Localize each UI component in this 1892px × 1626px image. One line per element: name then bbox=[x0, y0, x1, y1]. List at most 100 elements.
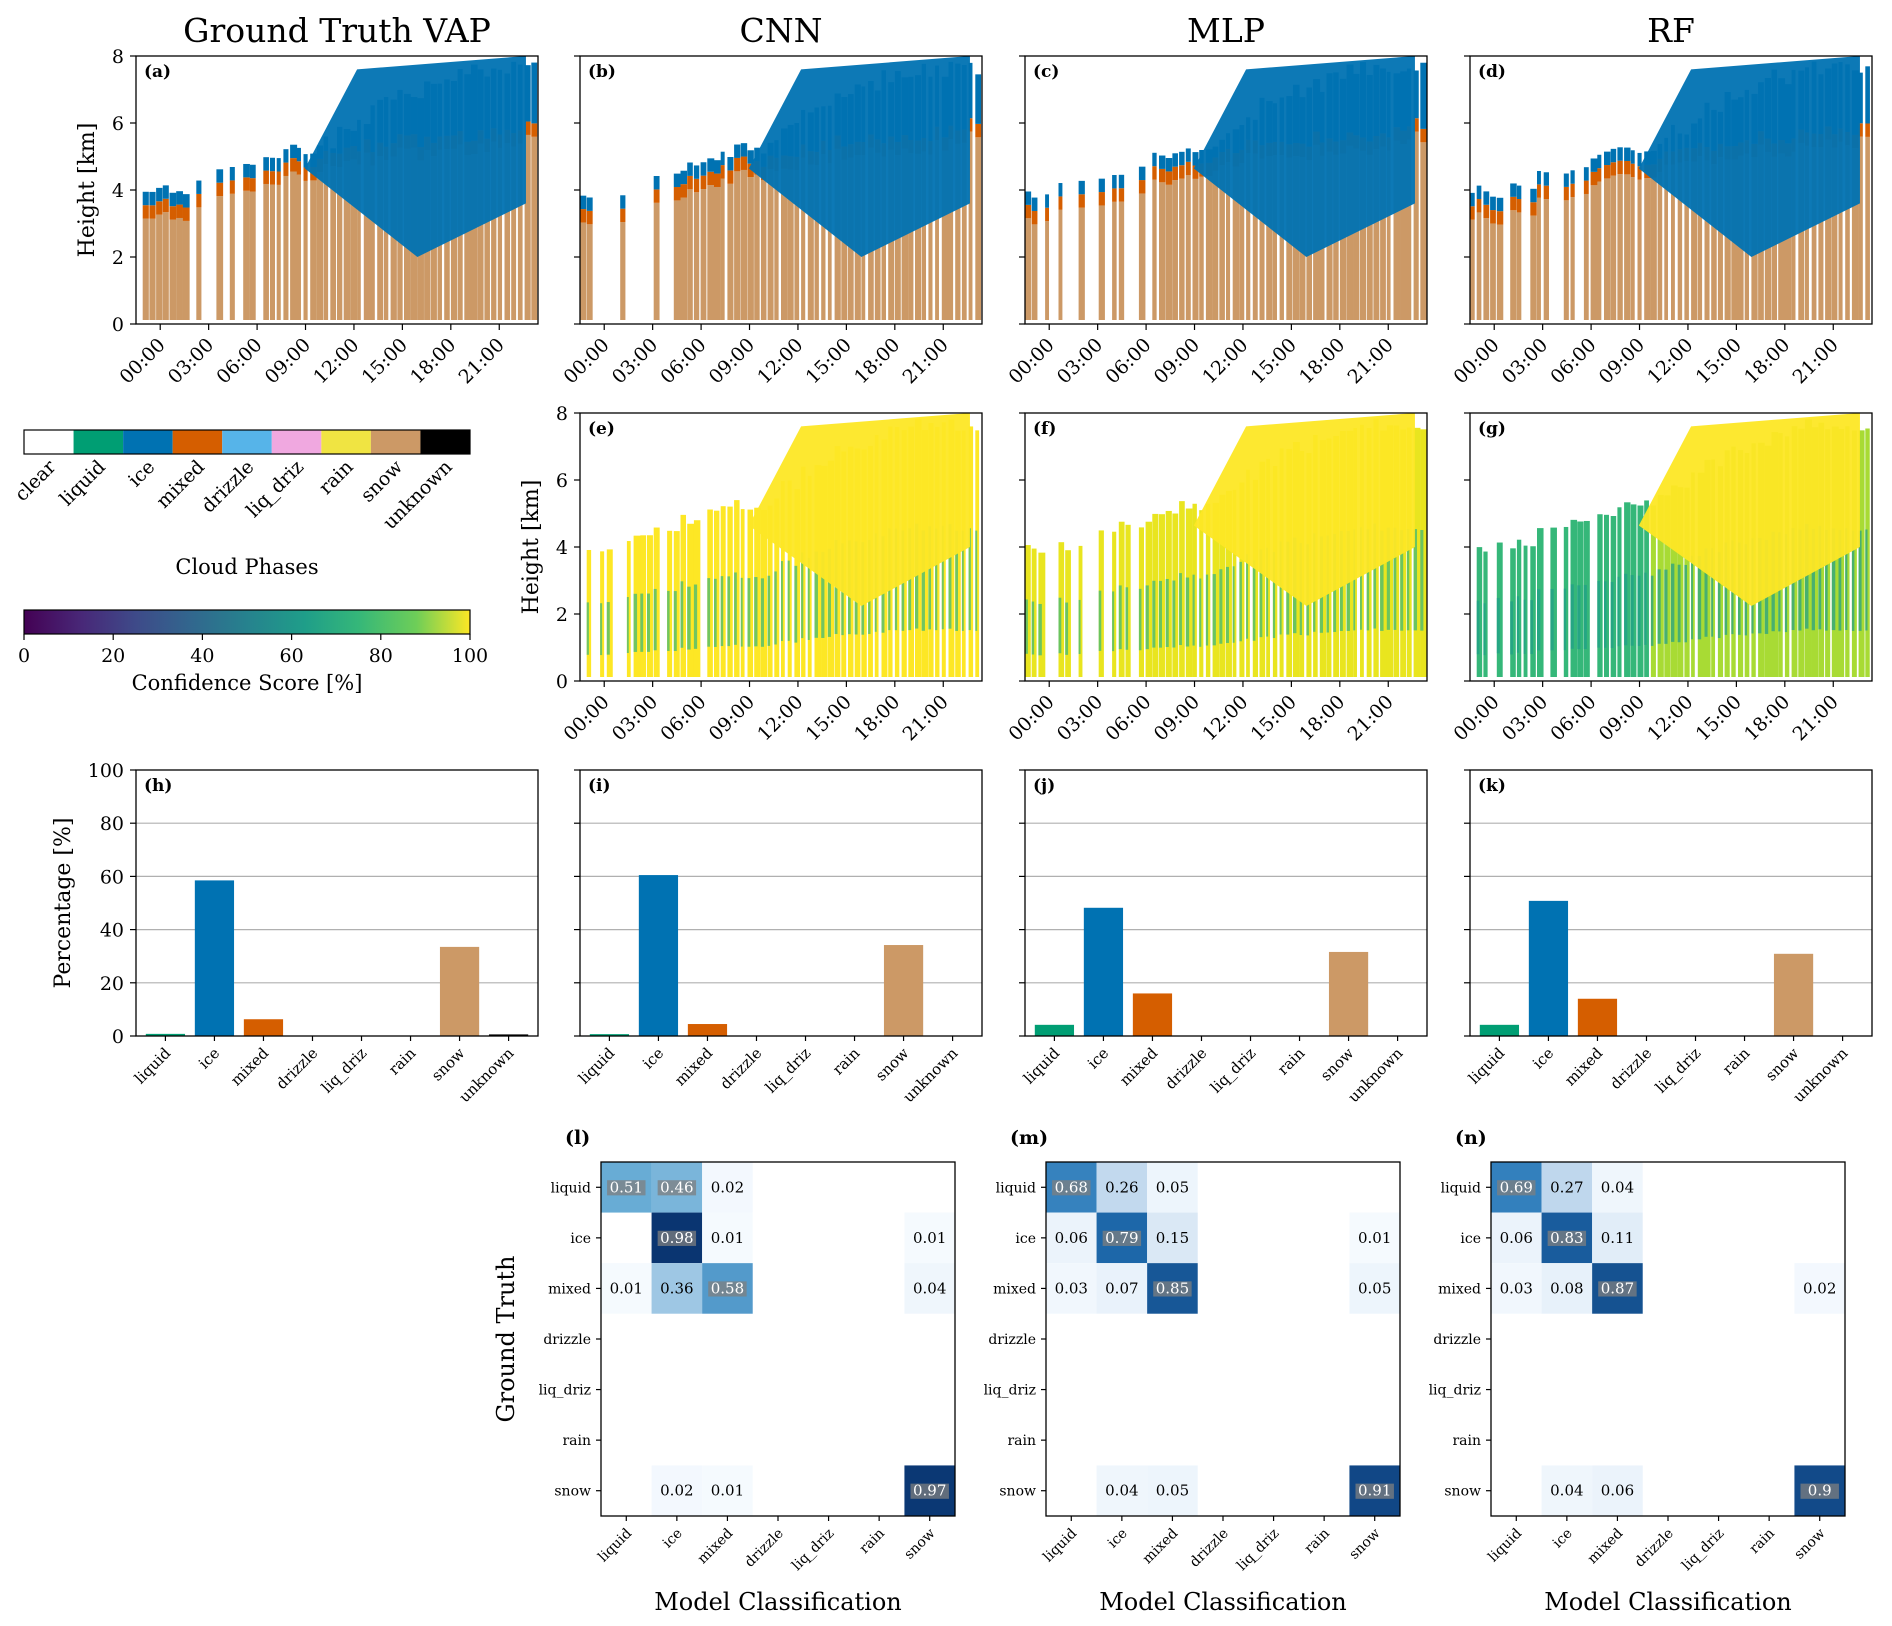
confidence-low-speck bbox=[1266, 547, 1269, 637]
confidence-low-speck bbox=[1031, 601, 1035, 655]
time-tick-label: 09:00 bbox=[705, 691, 759, 745]
phase-mixed-layer bbox=[720, 165, 725, 179]
phase-ice-layer bbox=[1858, 72, 1863, 124]
confusion-matrix-0: (l) 0.51 0.46 0.02 0.98 0.01 0.01 0.01 0.36 0.58 0… bbox=[492, 1127, 956, 1616]
confidence-low-speck bbox=[734, 572, 737, 645]
phase-snow-column bbox=[1266, 156, 1273, 320]
phase-snow-column bbox=[1624, 174, 1631, 320]
matrix-row-label: liq_driz bbox=[1429, 1383, 1481, 1399]
phase-panel-2: MLP (c) 00:0003:0006:0009:0012:0015:0018:0… bbox=[1004, 11, 1428, 388]
time-tick-label: 00:00 bbox=[1004, 334, 1058, 388]
phase-legend-swatch-liquid bbox=[73, 430, 124, 454]
bar-category-label: liquid bbox=[1020, 1044, 1064, 1088]
confidence-low-speck bbox=[1098, 590, 1102, 651]
phase-surface-gap bbox=[136, 320, 538, 324]
matrix-cell bbox=[1592, 1212, 1643, 1264]
phase-snow-column bbox=[1165, 184, 1173, 320]
phase-mixed-layer bbox=[1597, 168, 1602, 182]
bar-category-label: unknown bbox=[1344, 1044, 1406, 1106]
phase-snow-column bbox=[511, 146, 517, 320]
matrix-y-axis-label: Ground Truth bbox=[492, 1255, 520, 1422]
matrix-value: 0.83 bbox=[1550, 1229, 1583, 1247]
matrix-row-label: liquid bbox=[1441, 1180, 1481, 1196]
matrix-cell bbox=[904, 1212, 955, 1264]
height-axis-label: Height [km] bbox=[519, 480, 544, 615]
confidence-column bbox=[1058, 542, 1065, 681]
height-tick-label: 4 bbox=[556, 537, 568, 559]
phase-mixed-layer bbox=[196, 193, 202, 208]
colorbar-title: Confidence Score [%] bbox=[132, 671, 363, 695]
phase-mixed-layer bbox=[1510, 196, 1517, 211]
phase-mixed-layer bbox=[1078, 194, 1085, 208]
phase-ice-layer bbox=[156, 187, 163, 202]
colorbar-tick-label: 80 bbox=[369, 645, 393, 667]
matrix-col-label: liquid bbox=[1040, 1525, 1080, 1565]
confidence-low-speck bbox=[1239, 561, 1242, 642]
height-tick-label: 6 bbox=[112, 113, 124, 135]
phase-snow-column bbox=[1272, 155, 1277, 320]
matrix-cell bbox=[1147, 1212, 1198, 1264]
bar-y-axis-label: Percentage [%] bbox=[51, 818, 76, 989]
confidence-low-speck bbox=[1476, 600, 1480, 655]
confidence-low-speck bbox=[1583, 584, 1587, 649]
matrix-value-backdrop bbox=[1547, 1230, 1587, 1246]
confidence-column bbox=[1159, 514, 1165, 681]
matrix-cell bbox=[702, 1162, 753, 1213]
time-tick-label: 12:00 bbox=[1643, 691, 1697, 745]
phase-mixed-layer bbox=[1031, 210, 1038, 225]
colorbar-tick-label: 40 bbox=[190, 645, 214, 667]
phase-snow-column bbox=[1644, 178, 1651, 320]
phase-ice-layer bbox=[1516, 185, 1522, 200]
time-tick-label: 09:00 bbox=[261, 334, 315, 388]
phase-ice-layer bbox=[1496, 197, 1504, 212]
matrix-value: 0.51 bbox=[610, 1178, 643, 1196]
matrix-col-label: drizzle bbox=[742, 1526, 787, 1571]
phase-snow-column bbox=[471, 154, 478, 320]
phase-snow-column bbox=[1711, 164, 1717, 320]
matrix-value: 0.06 bbox=[1601, 1482, 1634, 1500]
time-tick-label: 18:00 bbox=[1295, 691, 1349, 745]
phase-snow-column bbox=[580, 222, 587, 320]
phase-panel-1: CNN (b) 00:0003:0006:0009:0012:0015:0018:0… bbox=[559, 11, 983, 388]
bar-category-label: rain bbox=[385, 1044, 420, 1079]
confidence-low-speck bbox=[1677, 564, 1681, 643]
bar-unknown bbox=[488, 1034, 529, 1036]
bar-mixed bbox=[1132, 993, 1173, 1036]
matrix-value: 0.01 bbox=[913, 1229, 946, 1247]
bar-y-tick-label: 80 bbox=[100, 813, 124, 835]
confidence-low-speck bbox=[1798, 529, 1802, 631]
confidence-low-speck bbox=[961, 530, 964, 631]
phase-snow-column bbox=[383, 160, 389, 320]
bar-category-label: liq_driz bbox=[1652, 1044, 1705, 1097]
phase-mixed-layer bbox=[1630, 163, 1635, 178]
matrix-cell bbox=[1046, 1263, 1097, 1314]
confidence-low-speck bbox=[693, 584, 698, 649]
phase-ice-layer bbox=[1630, 150, 1635, 164]
phase-ice-layer bbox=[1530, 188, 1537, 203]
bar-category-label: ice bbox=[1084, 1044, 1112, 1072]
matrix-value: 0.05 bbox=[1358, 1279, 1391, 1297]
phase-snow-column bbox=[1212, 170, 1219, 320]
phase-mixed-layer bbox=[1112, 188, 1117, 202]
matrix-value-backdrop bbox=[607, 1180, 646, 1196]
confidence-low-speck bbox=[1232, 566, 1235, 643]
phase-mixed-layer bbox=[687, 175, 693, 190]
matrix-cell bbox=[702, 1465, 753, 1516]
phase-ice-layer bbox=[1138, 166, 1146, 181]
confidence-low-speck bbox=[1684, 564, 1688, 643]
matrix-row-label: drizzle bbox=[543, 1332, 591, 1348]
time-tick-label: 15:00 bbox=[1692, 334, 1746, 388]
confidence-low-speck bbox=[1025, 599, 1028, 654]
phase-ice-layer bbox=[196, 180, 202, 194]
matrix-value-backdrop bbox=[1800, 1483, 1839, 1499]
phase-ice-layer bbox=[1583, 167, 1589, 181]
phase-snow-column bbox=[1537, 197, 1541, 320]
bar-category-label: ice bbox=[195, 1044, 223, 1072]
phase-snow-column bbox=[1496, 224, 1504, 320]
confidence-low-speck bbox=[1483, 603, 1486, 656]
phase-snow-column bbox=[337, 167, 343, 320]
matrix-cell bbox=[1592, 1162, 1643, 1213]
bar-liquid bbox=[1479, 1024, 1520, 1036]
phase-snow-column bbox=[734, 171, 741, 320]
panel-label: (d) bbox=[1478, 62, 1506, 82]
